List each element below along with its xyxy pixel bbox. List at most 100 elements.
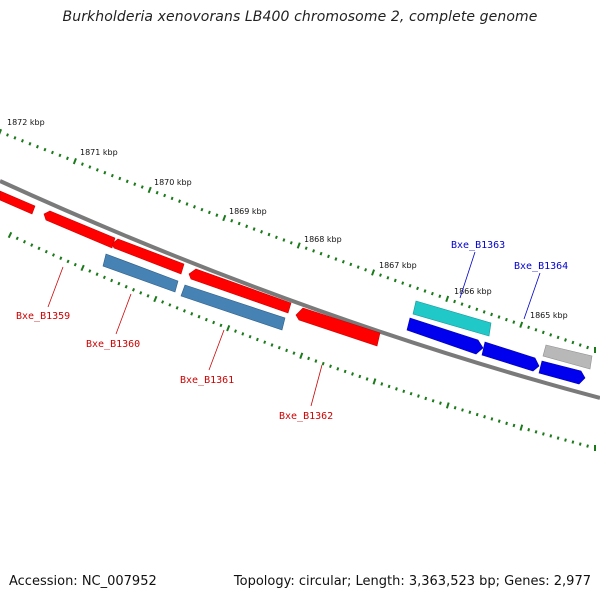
scale-tick — [28, 142, 32, 146]
gene-label[interactable]: Bxe_B1364 — [514, 261, 568, 272]
scale-tick — [327, 254, 330, 259]
gene-feature-arrow[interactable] — [111, 238, 185, 275]
tick-label: 1867 kbp — [379, 261, 417, 270]
gene-labels: Bxe_B1359 Bxe_B1360 Bxe_B1361 Bxe_B1362 … — [16, 240, 568, 422]
gene-feature-bar[interactable] — [180, 284, 286, 331]
gene-feature-arrow[interactable] — [406, 317, 484, 355]
scale-dots — [0, 128, 596, 451]
scale-tick — [270, 343, 274, 347]
scale-tick — [461, 408, 464, 412]
tick-label: 1865 kbp — [530, 311, 568, 320]
scale-tick — [44, 249, 48, 254]
scale-tick — [351, 372, 354, 376]
scale-tick — [51, 253, 56, 257]
scale-tick — [497, 315, 501, 319]
scale-tick — [527, 428, 531, 432]
scale-tick — [252, 227, 256, 231]
scale-tick — [445, 402, 450, 409]
tick-label: 1872 kbp — [7, 118, 45, 127]
scale-tick — [424, 396, 428, 401]
scale-tick — [110, 173, 114, 178]
scale-tick — [578, 343, 582, 347]
scale-tick — [431, 399, 435, 403]
scale-tick — [505, 421, 508, 426]
gene-label[interactable]: Bxe_B1361 — [180, 375, 234, 386]
scale-tick — [7, 231, 13, 239]
backbone-line — [0, 179, 600, 400]
scale-tick — [212, 320, 216, 325]
scale-tick — [564, 338, 567, 342]
scale-tick — [215, 213, 219, 217]
topology-summary: Topology: circular; Length: 3,363,523 bp… — [233, 574, 591, 589]
scale-tick — [285, 348, 289, 353]
scale-tick — [296, 242, 301, 249]
scale-tick — [519, 321, 524, 328]
scale-tick — [170, 196, 174, 201]
gene-feature-arrow[interactable] — [538, 360, 586, 385]
scale-tick — [88, 165, 92, 169]
scale-tick — [395, 387, 398, 391]
scale-tick — [226, 325, 231, 332]
scale-tick — [204, 317, 208, 322]
scale-tick — [453, 299, 457, 304]
gene-feature-arrow[interactable] — [295, 307, 381, 347]
gene-feature-arrow[interactable] — [188, 268, 292, 314]
scale-tick — [329, 364, 332, 369]
scale-tick — [321, 361, 325, 366]
scale-tick — [274, 235, 278, 240]
scale-tick — [578, 442, 582, 446]
scale-tick — [30, 243, 34, 247]
scale-tick — [304, 246, 308, 250]
gene-feature-bar[interactable] — [412, 300, 492, 337]
scale-tick — [364, 268, 368, 272]
scale-tick — [178, 199, 182, 203]
tick-labels: 1872 kbp 1871 kbp 1870 kbp 1869 kbp 1868… — [7, 118, 568, 320]
scale-tick — [248, 334, 252, 339]
scale-tick — [319, 251, 323, 256]
scale-tick — [234, 329, 237, 333]
scale-tick — [88, 269, 92, 273]
gene-feature-arrow[interactable] — [481, 341, 540, 372]
scale-tick — [387, 384, 391, 389]
scale-tick — [131, 288, 136, 292]
gene-feature-bar[interactable] — [542, 344, 593, 370]
scale-tick — [409, 391, 413, 396]
scale-tick — [307, 356, 311, 361]
scale-tick — [556, 335, 560, 340]
scale-tick — [586, 444, 589, 448]
scale-tick — [200, 207, 204, 212]
scale-tick — [336, 367, 340, 371]
gene-label[interactable]: Bxe_B1360 — [86, 339, 140, 350]
scale-tick — [571, 340, 575, 345]
scale-tick — [80, 162, 84, 166]
scale-tick — [197, 314, 201, 319]
gene-label[interactable]: Bxe_B1359 — [16, 311, 70, 322]
gene-label[interactable]: Bxe_B1363 — [451, 240, 505, 251]
scale-tick — [497, 419, 501, 423]
scale-tick — [379, 273, 382, 277]
scale-tick — [343, 369, 347, 374]
scale-tick — [58, 153, 62, 158]
gene-feature-arrow[interactable] — [43, 210, 116, 249]
scale-tick — [445, 295, 450, 303]
gene-feature-bar[interactable] — [102, 253, 179, 293]
scale-tick — [401, 281, 405, 285]
scale-tick — [365, 377, 369, 381]
scale-tick — [534, 328, 538, 332]
scale-tick — [13, 136, 17, 140]
scale-tick — [358, 374, 362, 379]
scale-tick — [586, 345, 590, 350]
scale-tick — [277, 345, 281, 350]
scale-tick — [439, 401, 442, 405]
gene-feature-arrow[interactable] — [0, 190, 36, 215]
scale-tick — [292, 351, 296, 355]
scale-tick — [185, 202, 189, 206]
scale-tick — [380, 382, 384, 386]
scale-tick — [519, 424, 524, 431]
gene-features — [0, 190, 593, 385]
gene-label[interactable]: Bxe_B1362 — [279, 411, 333, 422]
scale-tick — [37, 246, 41, 251]
scale-tick — [103, 170, 107, 175]
scale-tick — [168, 303, 172, 307]
scale-tick — [118, 176, 122, 181]
